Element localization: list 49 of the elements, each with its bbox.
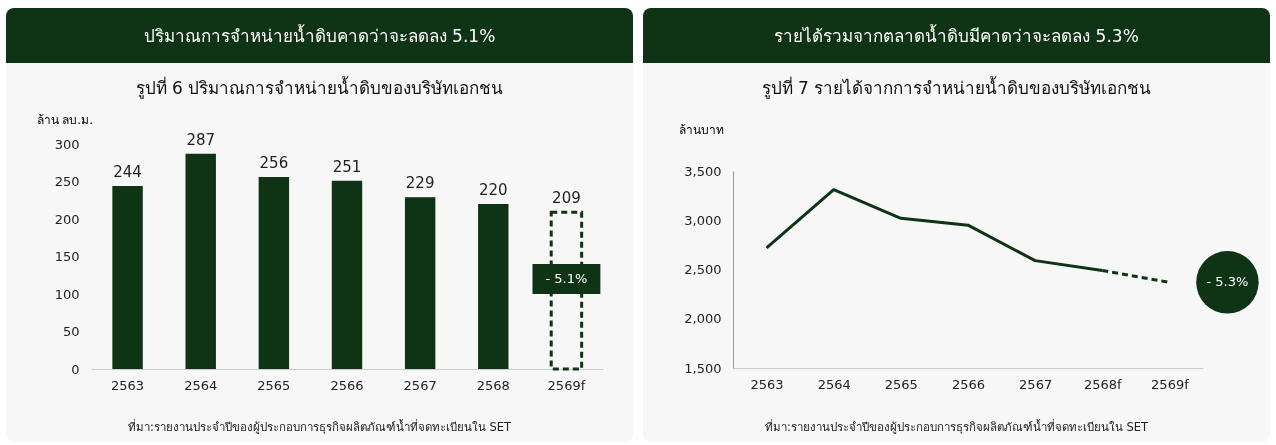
x-tick-label: 2568f <box>1083 376 1123 392</box>
x-tick-label: 2569f <box>1151 376 1190 392</box>
bar <box>331 180 363 369</box>
bar <box>404 197 436 369</box>
x-tick-label: 2567 <box>403 377 437 393</box>
y-tick-label: 200 <box>54 211 80 227</box>
data-label: 287 <box>186 130 216 149</box>
annotation: - 5.1% <box>545 271 588 286</box>
bar <box>112 186 143 369</box>
y-axis-title: ล้าน ลบ.ม. <box>36 112 93 127</box>
x-tick-label: 2565 <box>884 376 918 392</box>
chart-subtitle: รูปที่ 7 รายได้จากการจำหน่ายน้ำดิบของบริษัทเอกชน <box>760 75 1153 101</box>
text: ที่มา:รายงานประจำปีของผู้ประกอบการธุรกิจผลิตภัณฑ์น้ำที่จดทะเบียนใน SET <box>126 418 513 436</box>
y-tick-label: 250 <box>54 174 80 189</box>
y-tick-label: 2,000 <box>684 311 722 327</box>
data-label: 229 <box>405 174 435 193</box>
x-tick-label: 2565 <box>257 377 291 393</box>
x-tick-label: 2568 <box>476 377 510 393</box>
x-tick-label: 2564 <box>184 377 218 393</box>
data-label: 251 <box>332 157 362 176</box>
annotation: - 5.3% <box>1206 274 1249 290</box>
x-tick-label: 2563 <box>111 377 145 393</box>
chart-subtitle: รูปที่ 6 ปริมาณการจำหน่ายน้ำดิบของบริษัทเอกชน <box>134 75 505 101</box>
x-tick-label: 2566 <box>951 376 986 392</box>
y-tick-label: 3,500 <box>684 163 722 179</box>
x-tick-label: 2564 <box>817 376 851 392</box>
y-tick-label: 150 <box>54 249 80 264</box>
chart-title: ปริมาณการจำหน่ายน้ำดิบคาดว่าจะลดลง 5.1% <box>6 8 633 63</box>
bar <box>185 153 216 369</box>
y-tick-label: 0 <box>71 361 80 377</box>
y-tick-label: 50 <box>62 324 80 339</box>
y-tick-label: 1,500 <box>684 360 722 376</box>
y-tick-label: 2,500 <box>684 262 722 277</box>
y-axis-title: ล้านบาท <box>678 122 724 137</box>
data-label: 244 <box>113 163 142 181</box>
x-tick-label: 2567 <box>1019 376 1053 392</box>
bar <box>478 204 509 369</box>
data-label: 256 <box>259 154 289 172</box>
y-tick-label: 100 <box>54 286 80 302</box>
x-tick-label: 2563 <box>750 376 784 392</box>
x-tick-label: 2566 <box>330 377 364 393</box>
data-label: 220 <box>478 181 508 199</box>
bar <box>258 177 290 369</box>
text: ที่มา:รายงานประจำปีของผู้ประกอบการธุรกิจผลิตภัณฑ์น้ำที่จดทะเบียนใน SET <box>763 418 1150 436</box>
chart-title: รายได้รวมจากตลาดน้ำดิบมีคาดว่าจะลดลง 5.3% <box>643 8 1270 63</box>
y-tick-label: 3,000 <box>684 212 722 228</box>
data-label: 209 <box>552 189 581 208</box>
x-tick-label: 2569f <box>547 377 586 393</box>
y-tick-label: 300 <box>54 136 80 152</box>
